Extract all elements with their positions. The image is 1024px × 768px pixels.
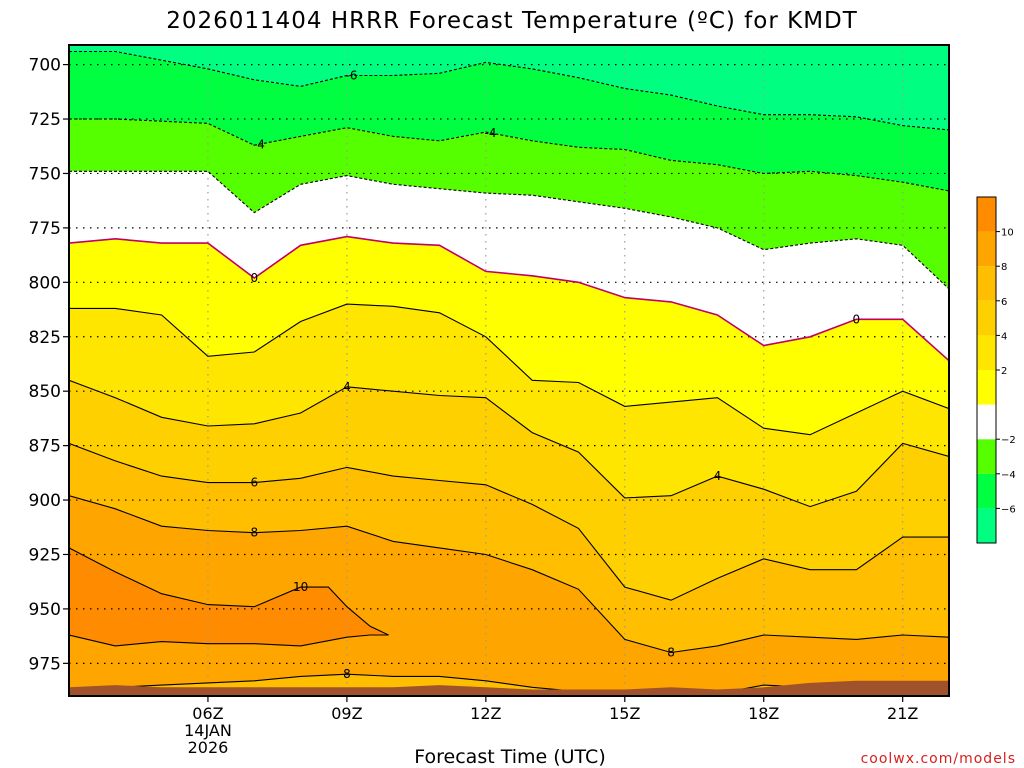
isotherm-line [69,547,389,647]
y-tick-label: 850 [29,382,61,402]
colorbar-segment [977,266,996,301]
y-tick-label: 700 [29,56,61,76]
isotherm-label: -4 [253,137,265,151]
colorbar-segment [977,231,996,267]
colorbar-tick-label: −4 [1001,470,1016,481]
x-tick-year: 2026 [188,738,229,757]
credit-link[interactable]: coolwx.com/models [861,751,1016,767]
isotherm-label: 0 [853,312,861,326]
colorbar-tick-label: −2 [1001,435,1016,446]
colorbar-segment [977,404,996,440]
isotherm-line [69,303,949,436]
x-tick-label: 15Z [609,704,640,723]
y-axis: 700 725 750 775 800 825 850 875 900 925 950 975 [29,56,69,674]
y-tick-label: 750 [29,164,61,184]
y-tick-label: 725 [29,110,61,130]
isotherm-label: 8 [250,526,258,540]
x-tick-label: 21Z [887,704,918,723]
band-8-to-10 [69,495,949,696]
isotherm-label: 4 [343,380,351,394]
colorbar-tick-label: 2 [1001,366,1007,377]
band-0-to-2 [69,236,949,435]
isotherm-label: -6 [346,68,358,82]
isotherm-label: 4 [714,469,722,483]
band-6-to-8 [69,443,949,653]
isotherm-label: 10 [293,580,308,594]
terrain-fill [69,680,949,696]
colorbar-tick-label: −6 [1001,504,1016,515]
isotherm-line [69,442,949,601]
band-minus2-to-0 [69,171,949,361]
y-tick-label: 800 [29,273,61,293]
colorbar-tick-label: 4 [1001,331,1007,342]
terrain-surface [69,680,949,696]
isotherm-label: -4 [484,126,496,140]
x-tick-label: 12Z [470,704,501,723]
isotherm-line [69,170,949,290]
y-tick-label: 950 [29,600,61,620]
isotherm-label: 6 [250,476,258,490]
colorbar-segment [977,335,996,370]
band-below-minus6 [69,45,949,130]
y-tick-label: 925 [29,545,61,565]
colorbar-segment [977,473,996,509]
x-tick-label: 06Z [192,704,223,723]
band-above-10 [69,547,389,646]
x-tick-date: 14JAN [184,721,232,740]
isotherm-line [69,235,949,362]
colorbar-segment [977,370,996,405]
y-tick-label: 975 [29,654,61,674]
colorbar-tick-label: 8 [1001,262,1007,273]
band-2-to-4 [69,304,949,507]
y-tick-label: 875 [29,437,61,457]
isotherm-line [69,50,949,131]
band-minus4-to-minus2 [69,119,949,289]
colorbar-segment [977,300,996,336]
x-axis-label: Forecast Time (UTC) [414,746,605,768]
colorbar-segment [977,508,996,543]
colorbar-tick-label: 6 [1001,297,1007,308]
plot-frame [68,44,950,697]
isotherm-label: 0 [250,271,258,285]
x-tick-label: 09Z [331,704,362,723]
colorbar-tick-label: 10 [1001,228,1014,239]
isotherm-label: 8 [343,667,351,681]
temperature-fills [69,45,949,696]
chart-title: 2026011404 HRRR Forecast Temperature (ºC… [166,8,858,34]
colorbar-segment [977,439,996,474]
band-4-to-6 [69,380,949,601]
colorbar-segment [977,197,996,232]
isotherm-line [69,118,949,192]
y-tick-label: 825 [29,328,61,348]
isotherm-lines: -6 -4 -4 0 0 4 4 6 8 8 10 8 [69,50,949,695]
x-tick-label: 18Z [748,704,779,723]
isotherm-line [69,495,949,654]
band-minus6-to-minus4 [69,51,949,191]
isotherm-label: 8 [667,645,675,659]
isotherm-line [69,379,949,508]
y-tick-label: 900 [29,491,61,511]
y-tick-label: 775 [29,219,61,239]
colorbar: −6 −4 −2 2 4 6 8 10 [976,196,1016,544]
